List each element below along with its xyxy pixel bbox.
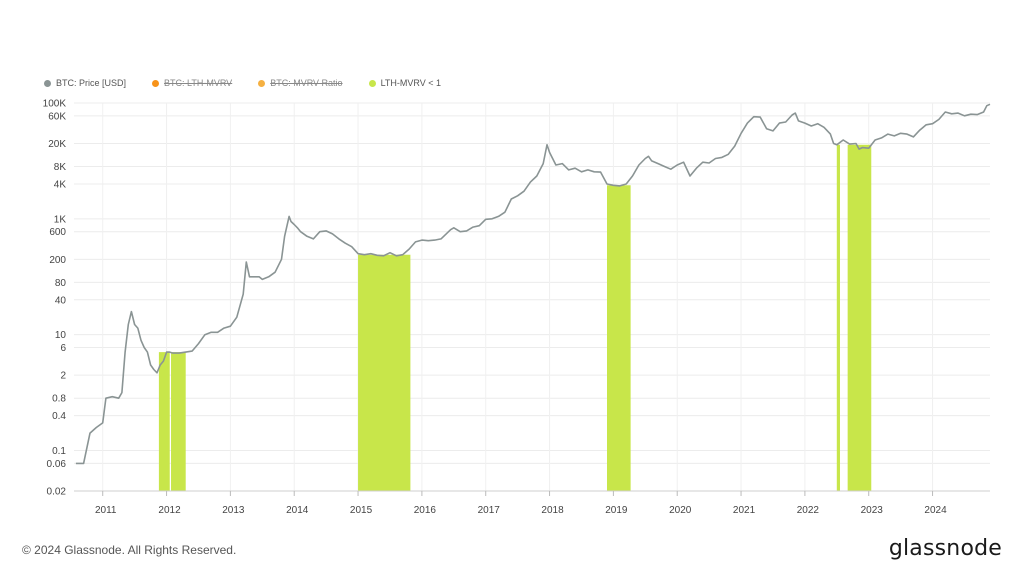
price-line (75, 103, 991, 465)
legend-dot-icon (44, 79, 51, 87)
y-tick-label: 10 (55, 330, 67, 341)
x-tick-label: 2014 (286, 505, 309, 516)
y-tick-label: 200 (49, 255, 66, 266)
glassnode-logo[interactable]: glassnode (888, 536, 1002, 561)
legend-label: BTC: LTH-MVRV (164, 78, 233, 88)
x-tick-label: 2016 (414, 505, 437, 516)
y-tick-label: 20K (48, 139, 66, 150)
lth-mvrv-band (158, 352, 170, 491)
x-tick-label: 2017 (478, 505, 501, 516)
highlight-bands (158, 144, 872, 492)
y-tick-label: 60K (48, 111, 66, 122)
y-tick-label: 6 (60, 343, 66, 354)
price-series (75, 103, 991, 465)
x-tick-label: 2013 (222, 505, 245, 516)
y-tick-label: 100K (43, 99, 67, 110)
lth-mvrv-band (358, 254, 411, 491)
y-tick-label: 0.02 (47, 487, 67, 498)
x-axis: 2011 2012 2013 2014 2015 2016 2017 2018 2019 2020… (74, 490, 990, 516)
x-tick-label: 2015 (350, 505, 373, 516)
legend-dot-icon (258, 79, 266, 87)
legend-item[interactable]: LTH-MVRV < 1 (368, 78, 441, 88)
x-tick-label: 2011 (95, 505, 117, 516)
legend-label: BTC: MVRV Ratio (270, 78, 343, 88)
lth-mvrv-band (836, 144, 840, 492)
y-tick-label: 80 (55, 278, 67, 289)
legend-item[interactable]: BTC: Price [USD] (44, 78, 126, 88)
y-tick-label: 40 (55, 295, 67, 306)
x-tick-label: 2020 (669, 505, 692, 516)
x-tick-label: 2012 (158, 505, 181, 516)
x-tick-label: 2018 (541, 505, 564, 516)
footer-copyright: © 2024 Glassnode. All Rights Reserved. (22, 543, 237, 557)
y-tick-label: 0.8 (52, 394, 66, 405)
y-tick-label: 2 (60, 371, 66, 382)
legend-label: BTC: Price [USD] (56, 78, 127, 88)
legend-label: LTH-MVRV < 1 (380, 78, 441, 88)
legend: BTC: Price [USD] BTC: LTH-MVRV BTC: MVRV R… (44, 78, 441, 88)
y-tick-label: 600 (49, 227, 66, 238)
y-tick-label: 0.06 (47, 459, 67, 470)
legend-dot-icon (368, 79, 376, 87)
y-tick-label: 0.1 (52, 446, 66, 457)
x-tick-label: 2024 (924, 505, 947, 516)
y-tick-label: 0.4 (52, 411, 66, 422)
y-tick-label: 4K (54, 179, 67, 190)
x-tick-label: 2019 (605, 505, 628, 516)
x-tick-label: 2023 (861, 505, 884, 516)
legend-item[interactable]: BTC: LTH-MVRV (152, 78, 232, 88)
lth-mvrv-band (847, 144, 872, 492)
lth-mvrv-band (607, 185, 631, 492)
x-tick-label: 2022 (797, 505, 820, 516)
x-tick-label: 2021 (733, 505, 756, 516)
lth-mvrv-band (171, 352, 186, 491)
y-tick-label: 8K (54, 162, 67, 173)
y-tick-label: 1K (54, 214, 67, 225)
legend-item[interactable]: BTC: MVRV Ratio (258, 78, 343, 88)
legend-dot-icon (152, 79, 160, 87)
